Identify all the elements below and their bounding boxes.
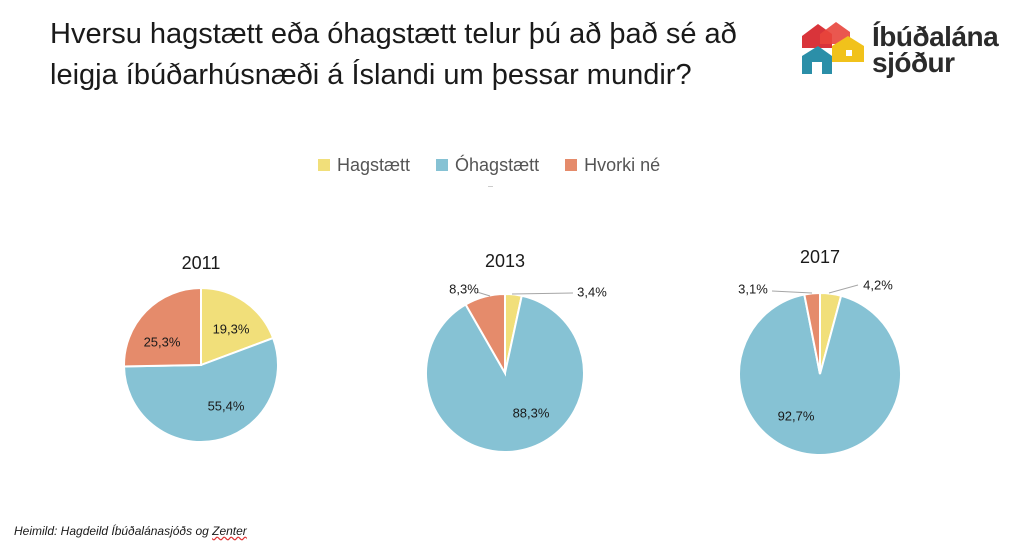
data-label: 4,2% — [863, 277, 893, 292]
pie-slice-óhagstætt — [738, 293, 902, 456]
data-label: 3,1% — [738, 281, 768, 296]
ibudalanasjodur-logo: Íbúðalána sjóður — [798, 18, 1018, 90]
pie-title: 2011 — [182, 253, 221, 273]
source-underlined: Zenter — [212, 524, 247, 538]
chart-legend: Hagstætt Óhagstætt Hvorki né — [318, 153, 660, 177]
source-note: Heimild: Hagdeild Íbúðalánasjóðs og Zent… — [14, 524, 247, 538]
data-label: 88,3% — [513, 405, 550, 420]
data-label: 8,3% — [449, 281, 479, 296]
logo-line-1: Íbúðalána — [872, 21, 999, 52]
legend-item-hagstaett: Hagstætt — [318, 155, 410, 176]
legend-swatch — [565, 159, 578, 171]
leader-line — [828, 284, 859, 294]
leader-line — [771, 290, 813, 294]
legend-swatch — [318, 159, 330, 171]
leader-line — [476, 291, 491, 297]
legend-label: Hagstætt — [337, 154, 411, 175]
logo-line-2: sjóður — [872, 47, 955, 78]
logo-houses-icon — [802, 22, 864, 74]
legend-label: Óhagstætt — [455, 154, 540, 175]
pie-title: 2013 — [485, 251, 525, 271]
leader-line — [511, 292, 574, 295]
source-prefix: Heimild: Hagdeild Íbúðalánasjóðs og — [14, 524, 213, 538]
data-label: 3,4% — [577, 284, 607, 299]
data-label: 25,3% — [144, 334, 181, 349]
pie-slice-hvorki-né — [464, 292, 506, 377]
pie-chart-2017: 4,2% 92,7% 3,1% 2017 — [738, 247, 902, 456]
pie-chart-2011: 19,3% 55,4% 25,3% 2011 — [122, 253, 279, 443]
chart-title: Hversu hagstætt eða óhagstætt telur þú a… — [50, 18, 737, 91]
legend-item-ohagstaett: Óhagstætt — [436, 155, 539, 176]
legend-label: Hvorki né — [584, 154, 661, 175]
logo-wordmark: Íbúðalána sjóður — [872, 21, 999, 78]
pie-title: 2017 — [800, 247, 840, 267]
pie-slice-hvorki-né — [803, 291, 821, 375]
legend-divider — [488, 186, 493, 187]
data-label: 19,3% — [213, 321, 250, 336]
legend-item-hvorki-ne: Hvorki né — [565, 155, 660, 176]
data-label: 55,4% — [208, 398, 245, 413]
pie-slice-hvorki-né — [123, 286, 202, 368]
pie-slice-óhagstætt — [122, 336, 279, 443]
pie-chart-2013: 3,4% 88,3% 8,3% 2013 — [425, 251, 607, 453]
legend-swatch — [436, 159, 449, 171]
pie-slice-hagstætt — [200, 286, 275, 367]
data-label: 92,7% — [778, 408, 815, 423]
